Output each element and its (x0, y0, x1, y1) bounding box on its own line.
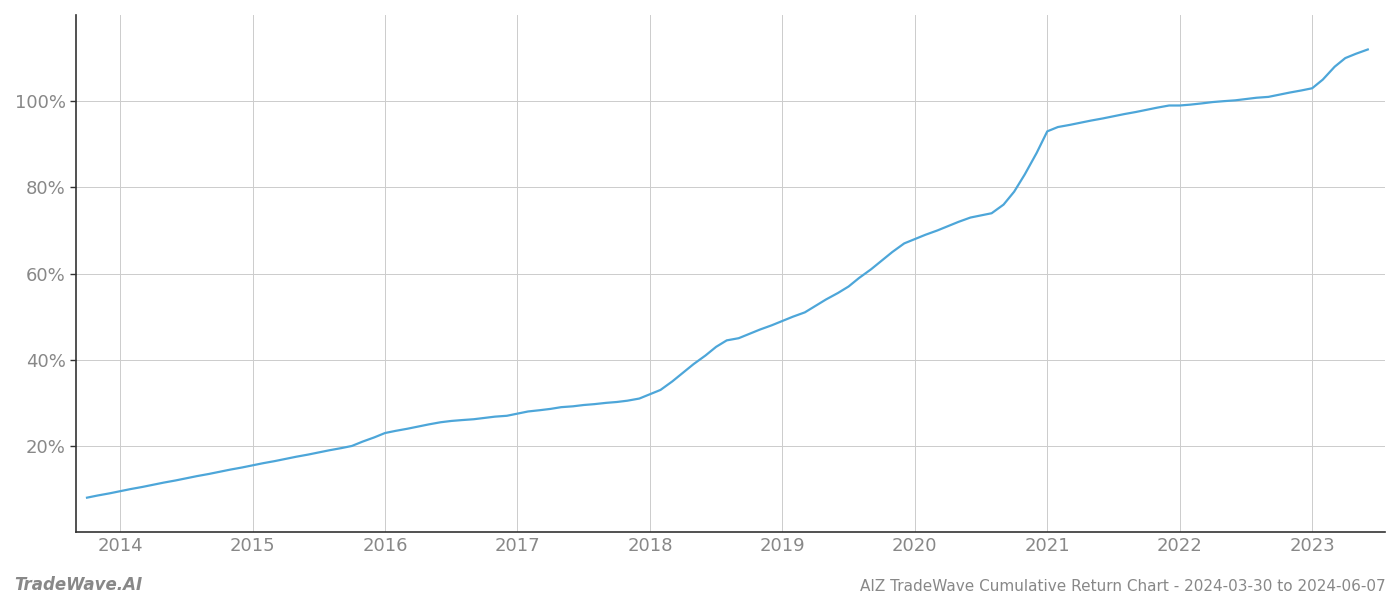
Text: AIZ TradeWave Cumulative Return Chart - 2024-03-30 to 2024-06-07: AIZ TradeWave Cumulative Return Chart - … (861, 579, 1386, 594)
Text: TradeWave.AI: TradeWave.AI (14, 576, 143, 594)
